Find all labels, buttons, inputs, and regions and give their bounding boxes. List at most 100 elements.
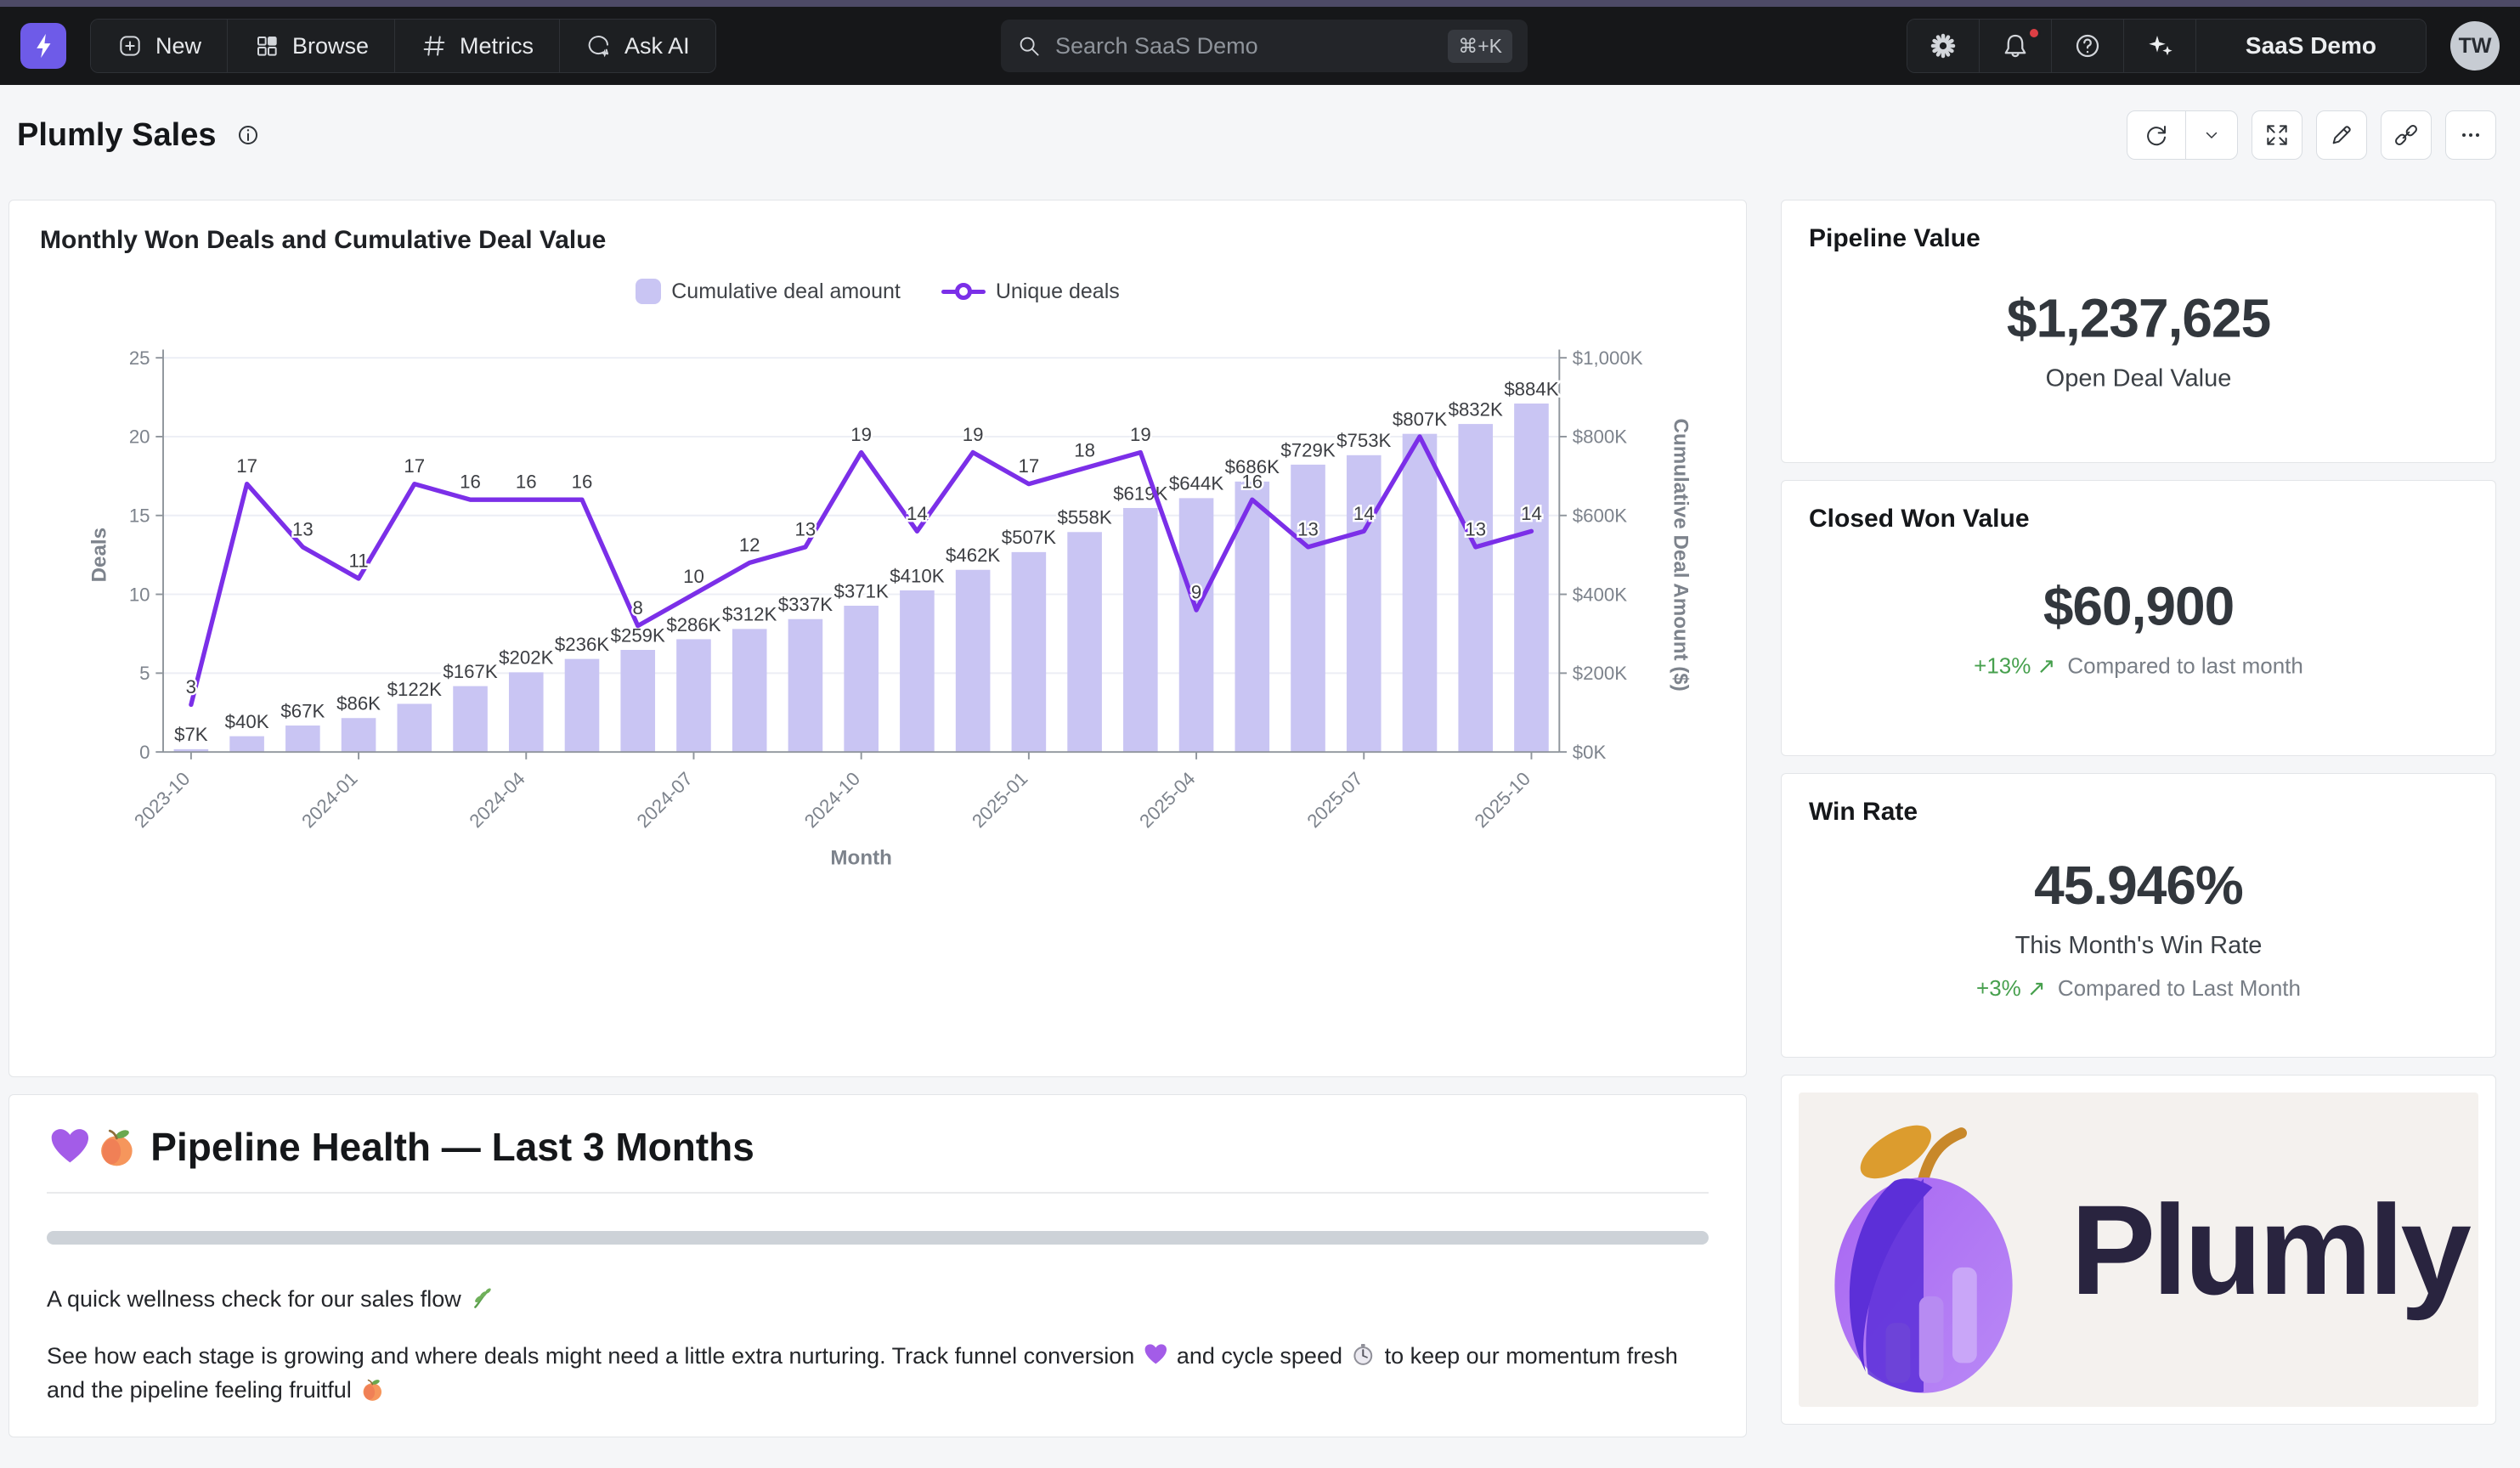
kpi-subtitle: Open Deal Value xyxy=(2045,364,2232,392)
svg-text:13: 13 xyxy=(795,518,816,539)
bar xyxy=(1011,551,1047,753)
ask-ai-button[interactable]: Ask AI xyxy=(560,20,715,72)
plus-square-icon xyxy=(120,36,140,56)
svg-text:Month: Month xyxy=(830,847,891,870)
search-input[interactable]: Search SaaS Demo ⌘+K xyxy=(1001,20,1528,72)
deals-line xyxy=(189,434,1534,708)
svg-text:$200K: $200K xyxy=(1573,663,1627,684)
bar xyxy=(620,650,656,753)
nav-button-group: New Browse Metrics Ask AI xyxy=(90,19,716,73)
metrics-button[interactable]: Metrics xyxy=(395,20,561,72)
right-column: Pipeline Value $1,237,625 Open Deal Valu… xyxy=(1781,200,2496,1437)
lightning-bolt-icon xyxy=(37,33,51,59)
kpi-title: Pipeline Value xyxy=(1809,224,1980,252)
settings-button[interactable] xyxy=(1907,20,1980,72)
kpi-title: Closed Won Value xyxy=(1809,505,2030,533)
svg-text:10: 10 xyxy=(683,566,704,587)
browse-button-label: Browse xyxy=(292,32,370,59)
svg-text:$558K: $558K xyxy=(1057,507,1111,528)
svg-text:$832K: $832K xyxy=(1449,398,1503,420)
svg-text:14: 14 xyxy=(1353,503,1375,524)
markdown-paragraph: A quick wellness check for our sales flo… xyxy=(47,1282,1709,1317)
refresh-split-button xyxy=(2127,110,2238,160)
brand-logo-tile: Plumly xyxy=(1781,1075,2496,1425)
workspace-name: SaaS Demo xyxy=(2245,32,2376,59)
bar xyxy=(1123,507,1158,753)
svg-text:2023-10: 2023-10 xyxy=(130,768,194,832)
legend-item-line[interactable]: Unique deals xyxy=(941,279,1120,304)
purple-heart-emoji xyxy=(51,1128,89,1162)
bar xyxy=(341,718,376,753)
workspace-switcher[interactable]: SaaS Demo xyxy=(2195,20,2426,72)
svg-text:19: 19 xyxy=(963,424,984,445)
legend-item-bar[interactable]: Cumulative deal amount xyxy=(636,279,901,304)
hash-icon xyxy=(423,36,445,56)
share-link-button[interactable] xyxy=(2381,110,2432,160)
gear-icon xyxy=(1930,33,1956,59)
dashboard-content: Monthly Won Deals and Cumulative Deal Va… xyxy=(8,200,2496,1437)
bar xyxy=(1402,433,1438,753)
grid-icon xyxy=(257,36,277,56)
svg-text:10: 10 xyxy=(129,584,150,605)
browse-button[interactable]: Browse xyxy=(228,20,396,72)
herb-emoji xyxy=(474,1288,491,1308)
kpi-delta-note: Compared to Last Month xyxy=(2057,974,2301,1001)
nav-right-group: SaaS Demo xyxy=(1906,19,2427,73)
chart-tile: Monthly Won Deals and Cumulative Deal Va… xyxy=(8,200,1747,1077)
new-button[interactable]: New xyxy=(91,20,229,72)
help-button[interactable] xyxy=(2051,20,2124,72)
svg-text:$686K: $686K xyxy=(1225,456,1280,477)
top-nav-bar: New Browse Metrics Ask AI Search SaaS De… xyxy=(0,7,2520,85)
search-shortcut-badge: ⌘+K xyxy=(1448,29,1512,63)
svg-text:18: 18 xyxy=(1074,440,1095,461)
svg-text:$800K: $800K xyxy=(1573,426,1627,448)
svg-text:13: 13 xyxy=(1465,518,1486,539)
chat-sparkle-icon xyxy=(588,36,609,58)
bell-icon xyxy=(2004,34,2026,58)
markdown-paragraph: See how each stage is growing and where … xyxy=(47,1342,1678,1403)
more-options-button[interactable] xyxy=(2445,110,2496,160)
svg-text:2024-04: 2024-04 xyxy=(465,768,528,832)
markdown-divider xyxy=(47,1231,1709,1245)
notifications-button[interactable] xyxy=(1979,20,2052,72)
svg-text:2024-07: 2024-07 xyxy=(633,768,697,832)
page-header: Plumly Sales xyxy=(0,85,2520,185)
svg-text:14: 14 xyxy=(1521,503,1542,524)
kpi-closed-won-value: Closed Won Value $60,900 +13% ↗ Compared… xyxy=(1781,480,2496,756)
metrics-button-label: Metrics xyxy=(460,32,534,59)
legend-line-label: Unique deals xyxy=(995,279,1120,303)
legend-bar-label: Cumulative deal amount xyxy=(671,279,901,303)
refresh-button[interactable] xyxy=(2127,111,2185,159)
svg-text:$884K: $884K xyxy=(1504,378,1558,399)
svg-text:$236K: $236K xyxy=(555,634,609,655)
app-logo[interactable] xyxy=(20,23,66,69)
svg-text:17: 17 xyxy=(404,455,425,477)
bar xyxy=(1178,498,1214,753)
notification-badge xyxy=(2026,26,2041,40)
svg-text:$286K: $286K xyxy=(666,614,720,635)
svg-text:$337K: $337K xyxy=(778,594,833,615)
svg-text:$753K: $753K xyxy=(1336,430,1391,451)
bar xyxy=(676,639,711,753)
bar xyxy=(955,569,991,753)
fullscreen-button[interactable] xyxy=(2252,110,2302,160)
svg-text:3: 3 xyxy=(186,676,196,697)
bar xyxy=(285,726,320,753)
svg-text:2024-10: 2024-10 xyxy=(800,768,864,832)
refresh-options-button[interactable] xyxy=(2185,111,2237,159)
ai-sparkles-button[interactable] xyxy=(2123,20,2196,72)
kpi-value: $1,237,625 xyxy=(2006,287,2271,349)
edit-button[interactable] xyxy=(2316,110,2367,160)
svg-text:2025-01: 2025-01 xyxy=(968,768,1031,832)
info-icon[interactable] xyxy=(234,121,262,149)
markdown-heading: Pipeline Health — Last 3 Months xyxy=(47,1124,1709,1194)
markdown-tile: Pipeline Health — Last 3 Months A quick … xyxy=(8,1094,1747,1437)
svg-text:13: 13 xyxy=(1297,518,1319,539)
kpi-win-rate: Win Rate 45.946% This Month's Win Rate +… xyxy=(1781,773,2496,1058)
user-avatar[interactable]: TW xyxy=(2450,21,2500,71)
svg-text:14: 14 xyxy=(907,503,928,524)
combo-chart[interactable]: 0 5 10 15 20 25 $0K $200K $400K $600K $800K $1,000K… xyxy=(40,313,1715,888)
svg-text:Cumulative Deal Amount ($): Cumulative Deal Amount ($) xyxy=(1670,419,1692,692)
svg-text:5: 5 xyxy=(139,663,150,684)
svg-text:16: 16 xyxy=(1241,471,1263,493)
